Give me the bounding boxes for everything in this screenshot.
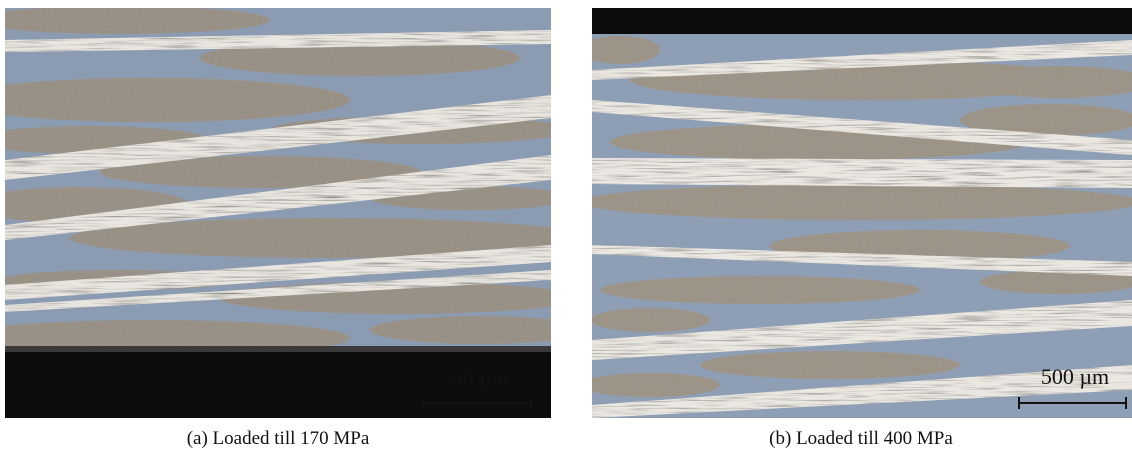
micrograph-b [580, 8, 1132, 418]
micrograph-a [0, 6, 590, 418]
figure: 500 µm (a) Loaded till 170 MPa [0, 0, 1132, 453]
scale-bar-label: 500 µm [1041, 364, 1109, 389]
caption: (a) Loaded till 170 MPa [187, 428, 370, 449]
caption: (b) Loaded till 400 MPa [769, 428, 953, 449]
scale-bar-label: 500 µm [441, 366, 509, 391]
